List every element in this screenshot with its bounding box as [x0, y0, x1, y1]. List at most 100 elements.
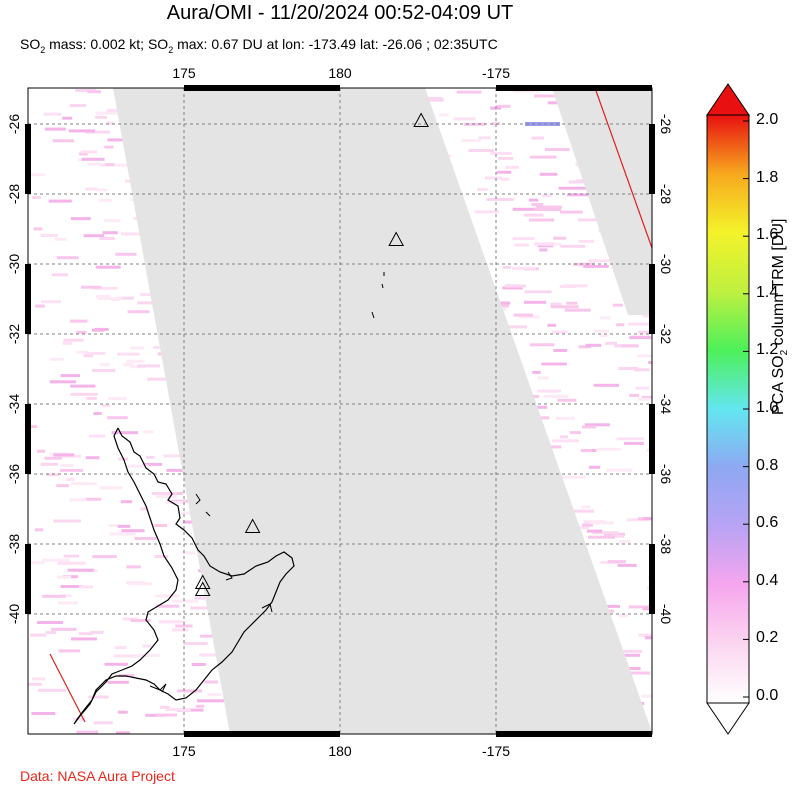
so2-pixel — [28, 173, 45, 177]
so2-pixel — [147, 377, 167, 381]
so2-pixel — [156, 495, 178, 498]
so2-pixel — [557, 398, 577, 402]
so2-pixel — [128, 582, 153, 586]
so2-pixel — [588, 259, 612, 263]
so2-pixel — [108, 397, 127, 401]
so2-pixel — [624, 441, 644, 445]
lat-tick-label: -30 — [658, 254, 674, 274]
so2-pixel — [102, 231, 118, 235]
so2-pixel — [115, 252, 137, 256]
so2-pixel — [534, 242, 555, 246]
so2-pixel — [530, 343, 555, 347]
so2-pixel — [106, 121, 115, 125]
so2-pixel — [547, 323, 556, 327]
map-frame-ticks — [25, 85, 655, 737]
so2-pixel — [642, 607, 652, 611]
so2-pixel — [498, 156, 514, 160]
so2-pixel — [500, 177, 510, 181]
coastline-islands — [149, 272, 385, 693]
lat-tick-label: -40 — [658, 604, 674, 624]
volcano-triangle-icon — [194, 581, 211, 596]
lat-tick-label: -26 — [658, 114, 674, 134]
so2-pixel — [63, 338, 84, 342]
so2-pixel — [560, 244, 586, 248]
new-zealand-coastline — [73, 427, 295, 725]
so2-pixel — [558, 186, 587, 190]
so2-pixel — [139, 293, 158, 297]
so2-pixel — [36, 621, 64, 624]
so2-pixel — [31, 677, 45, 681]
so2-pixel — [629, 393, 640, 397]
so2-pixel — [51, 627, 77, 631]
so2-pixel — [45, 631, 56, 635]
lat-tick-label: -30 — [6, 254, 22, 274]
so2-pixel — [83, 354, 93, 358]
colorbar-tick-label: 1.6 — [756, 226, 779, 244]
so2-pixel — [134, 653, 161, 657]
colorbar-tick-label: 1.8 — [756, 168, 779, 186]
lon-tick-bottom: 180 — [328, 743, 352, 759]
so2-pixel — [505, 325, 528, 329]
so2-pixel — [108, 524, 119, 528]
so2-pixel — [70, 384, 96, 388]
so2-pixel — [142, 644, 152, 648]
so2-pixel — [117, 524, 131, 528]
volcano-triangle-icon — [413, 112, 429, 127]
colorbar-tick-label: 2.0 — [756, 111, 779, 128]
so2-pixel — [58, 601, 78, 605]
data-credit: Data: NASA Aura Project — [20, 768, 175, 784]
so2-pixel — [68, 129, 96, 133]
so2-pixel — [122, 617, 139, 621]
so2-pixel — [106, 109, 123, 112]
so2-pixel — [533, 208, 562, 211]
no-data-swath-east — [552, 88, 652, 315]
so2-pixel — [94, 327, 109, 331]
so2-pixel — [60, 464, 74, 467]
so2-pixel — [71, 637, 97, 641]
so2-pixel — [537, 389, 562, 393]
so2-pixel — [199, 634, 220, 638]
colorbar-tick-label: 0.0 — [756, 687, 779, 704]
so2-pixel — [567, 193, 592, 197]
so2-pixel — [52, 139, 75, 143]
lat-tick-label: -32 — [6, 324, 22, 344]
so2-pixel — [116, 296, 134, 300]
so2-pixel — [568, 180, 592, 184]
so2-pixel — [586, 529, 603, 533]
so2-pixel — [62, 341, 72, 345]
so2-pixel — [207, 693, 222, 696]
so2-pixel — [79, 152, 88, 156]
so2-pixel — [42, 594, 66, 598]
so2-pixel — [596, 447, 621, 451]
so2-pixel — [72, 717, 85, 721]
so2-pixel — [121, 529, 145, 533]
so2-pixel — [583, 264, 609, 268]
so2-pixel — [474, 210, 499, 214]
so2-pixel — [529, 218, 555, 222]
so2-pixel — [177, 689, 203, 693]
so2-pixel — [80, 150, 98, 154]
so2-pixel — [541, 194, 552, 198]
so2-pixel — [56, 256, 79, 260]
so2-pixel — [88, 695, 109, 699]
so2-pixel — [53, 453, 75, 457]
map-title: Aura/OMI - 11/20/2024 00:52-04:09 UT — [166, 2, 514, 24]
lat-tick-label: -38 — [658, 534, 674, 554]
lon-tick-bottom: -175 — [482, 743, 510, 759]
so2-pixel — [484, 176, 503, 180]
so2-pixel — [48, 199, 72, 203]
so2-pixel — [635, 386, 650, 390]
lon-tick-bottom: 175 — [172, 743, 196, 759]
so2-pixel — [58, 649, 81, 653]
so2-pixel — [93, 721, 113, 725]
so2-pixel — [87, 90, 101, 94]
so2-pixel — [123, 363, 134, 367]
so2-pixel — [142, 462, 163, 466]
so2-pixel — [559, 285, 577, 288]
so2-pixel — [82, 157, 105, 161]
so2-pixel — [545, 148, 570, 151]
so2-pixel — [172, 628, 189, 632]
so2-pixel — [85, 187, 97, 191]
so2-pixel — [90, 630, 104, 634]
so2-pixel — [104, 662, 128, 666]
